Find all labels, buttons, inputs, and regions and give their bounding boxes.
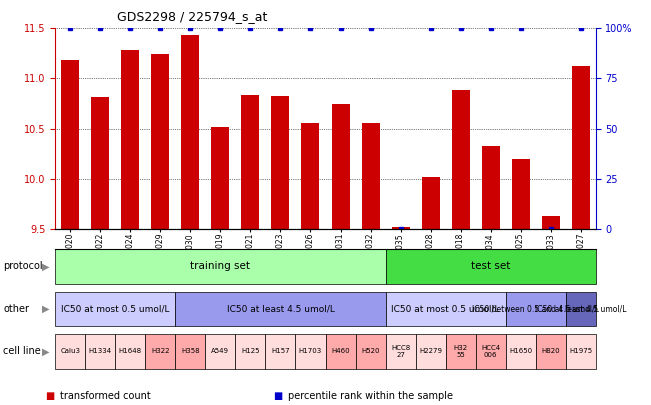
Text: H520: H520 [361, 348, 380, 354]
Text: cell line: cell line [3, 346, 41, 356]
Text: A549: A549 [212, 348, 229, 354]
Text: H358: H358 [181, 348, 200, 354]
Text: HCC8
27: HCC8 27 [391, 345, 410, 358]
Text: Calu3: Calu3 [61, 348, 80, 354]
Bar [61, 60, 79, 229]
Text: H1648: H1648 [119, 348, 142, 354]
Text: other: other [3, 304, 29, 314]
Bar [512, 159, 530, 229]
Text: H460: H460 [331, 348, 350, 354]
Text: H125: H125 [242, 348, 260, 354]
Text: ■: ■ [273, 391, 283, 401]
Bar [91, 96, 109, 229]
Bar [572, 66, 590, 229]
Bar [361, 123, 380, 229]
Text: IC50 at least 4.5 umol/L: IC50 at least 4.5 umol/L [535, 304, 626, 313]
Text: GDS2298 / 225794_s_at: GDS2298 / 225794_s_at [117, 10, 268, 23]
Text: IC50 at most 0.5 umol/L: IC50 at most 0.5 umol/L [61, 304, 170, 313]
Text: ■: ■ [46, 391, 55, 401]
Text: H820: H820 [542, 348, 560, 354]
Text: H2279: H2279 [419, 348, 442, 354]
Bar [482, 146, 499, 229]
Text: percentile rank within the sample: percentile rank within the sample [288, 391, 452, 401]
Text: HCC4
006: HCC4 006 [481, 345, 500, 358]
Text: H1650: H1650 [509, 348, 532, 354]
Bar [391, 227, 409, 229]
Text: H32
55: H32 55 [454, 345, 467, 358]
Text: transformed count: transformed count [60, 391, 150, 401]
Bar [422, 177, 439, 229]
Bar [301, 123, 320, 229]
Bar [121, 50, 139, 229]
Text: H1703: H1703 [299, 348, 322, 354]
Bar [331, 104, 350, 229]
Bar [542, 216, 560, 229]
Text: test set: test set [471, 261, 510, 271]
Text: ▶: ▶ [42, 261, 49, 271]
Bar [271, 96, 290, 229]
Text: ▶: ▶ [42, 304, 49, 314]
Bar [182, 35, 199, 229]
Text: IC50 at least 4.5 umol/L: IC50 at least 4.5 umol/L [227, 304, 335, 313]
Bar [242, 94, 260, 229]
Bar [452, 90, 469, 229]
Bar [152, 54, 169, 229]
Text: H322: H322 [151, 348, 170, 354]
Text: IC50 between 0.5 and 4.5 umol/L: IC50 between 0.5 and 4.5 umol/L [472, 304, 599, 313]
Text: H1334: H1334 [89, 348, 112, 354]
Text: IC50 at most 0.5 umol/L: IC50 at most 0.5 umol/L [391, 304, 500, 313]
Bar [212, 127, 229, 229]
Text: training set: training set [191, 261, 251, 271]
Text: H157: H157 [271, 348, 290, 354]
Text: H1975: H1975 [569, 348, 592, 354]
Text: protocol: protocol [3, 261, 43, 271]
Text: ▶: ▶ [42, 346, 49, 356]
